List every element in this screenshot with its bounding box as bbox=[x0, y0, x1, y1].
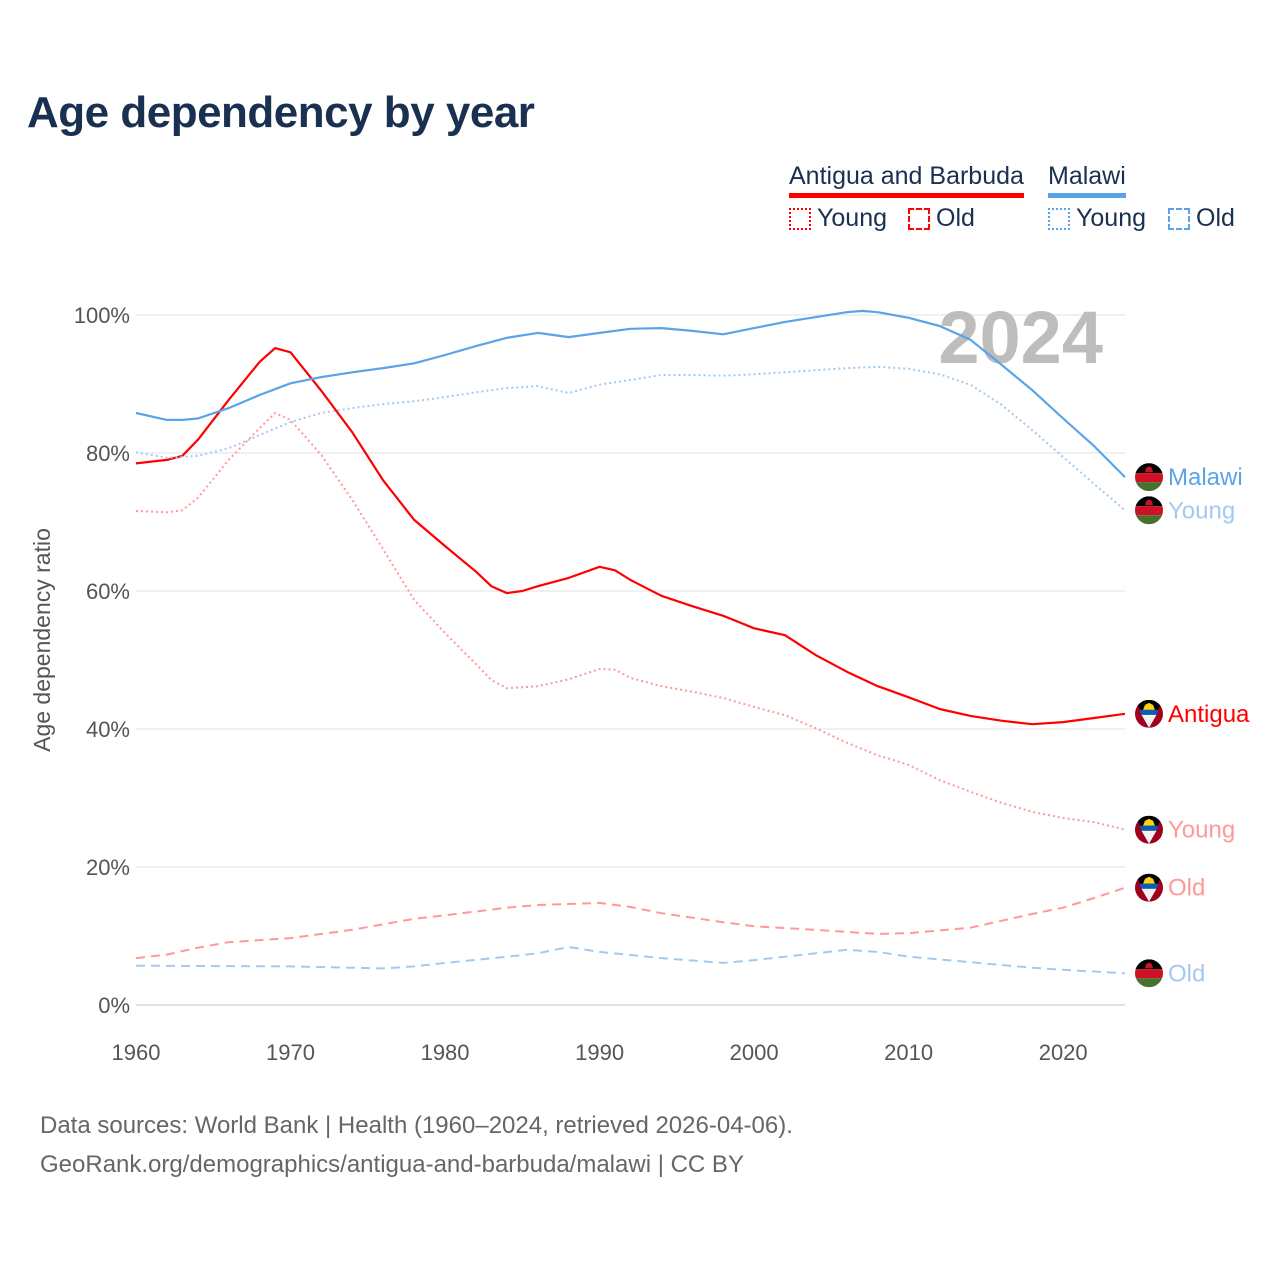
dashed-swatch-icon bbox=[908, 207, 930, 230]
legend-antigua-old[interactable]: Old bbox=[908, 204, 975, 233]
legend-malawi-young[interactable]: Young bbox=[1048, 204, 1146, 233]
series-line-malawi-young bbox=[135, 365, 1126, 512]
antigua-flag-icon bbox=[1135, 699, 1163, 728]
end-label: Old bbox=[1168, 960, 1205, 987]
end-label: Young bbox=[1168, 817, 1235, 844]
series-line-antigua-and-barbuda-old bbox=[135, 886, 1126, 960]
end-label: Young bbox=[1168, 497, 1235, 524]
legend-label: Old bbox=[936, 204, 975, 232]
series-line-antigua-and-barbuda-total bbox=[135, 347, 1126, 726]
chart-title: Age dependency by year bbox=[27, 88, 535, 137]
series-line-antigua-and-barbuda-young bbox=[135, 412, 1126, 831]
antigua-flag-icon bbox=[1135, 873, 1163, 902]
x-tick-label: 2000 bbox=[730, 1040, 779, 1065]
malawi-flag-icon bbox=[1135, 959, 1163, 988]
x-tick-label: 1990 bbox=[575, 1040, 624, 1065]
x-tick-label: 1970 bbox=[266, 1040, 315, 1065]
end-label: Old bbox=[1168, 875, 1205, 902]
legend-antigua[interactable]: Antigua and Barbuda bbox=[789, 162, 1024, 198]
x-tick-label: 2020 bbox=[1039, 1040, 1088, 1065]
series-line-malawi-old bbox=[135, 946, 1126, 975]
footer: Data sources: World Bank | Health (1960–… bbox=[40, 1106, 793, 1184]
dotted-swatch-icon bbox=[789, 207, 811, 230]
legend-label: Young bbox=[817, 204, 887, 232]
dashed-swatch-icon bbox=[1168, 207, 1190, 230]
footer-sources: Data sources: World Bank | Health (1960–… bbox=[40, 1112, 793, 1139]
y-tick-label: 60% bbox=[86, 579, 130, 604]
legend-antigua-young[interactable]: Young bbox=[789, 204, 887, 233]
y-tick-label: 80% bbox=[86, 441, 130, 466]
x-tick-label: 1980 bbox=[421, 1040, 470, 1065]
y-tick-label: 20% bbox=[86, 855, 130, 880]
y-tick-label: 40% bbox=[86, 717, 130, 742]
end-label: Malawi bbox=[1168, 464, 1243, 491]
x-tick-label: 2010 bbox=[884, 1040, 933, 1065]
legend-label: Old bbox=[1196, 204, 1235, 232]
legend-malawi[interactable]: Malawi bbox=[1048, 162, 1126, 198]
dotted-swatch-icon bbox=[1048, 207, 1070, 230]
antigua-flag-icon bbox=[1135, 815, 1163, 844]
x-tick-label: 1960 bbox=[112, 1040, 161, 1065]
malawi-flag-icon bbox=[1135, 463, 1163, 492]
y-tick-label: 100% bbox=[74, 303, 130, 328]
end-label: Antigua bbox=[1168, 701, 1250, 728]
legend-label: Young bbox=[1076, 204, 1146, 232]
footer-link[interactable]: GeoRank.org/demographics/antigua-and-bar… bbox=[40, 1151, 744, 1178]
series-line-malawi-total bbox=[135, 309, 1126, 478]
malawi-flag-icon bbox=[1135, 496, 1163, 525]
y-axis-label: Age dependency ratio bbox=[29, 528, 55, 752]
chart-plot: 0% 20% 40% 60% 80% 100% 1960 1970 1980 1990 2000 20… bbox=[29, 296, 1250, 1065]
y-tick-label: 0% bbox=[98, 993, 130, 1018]
legend-malawi-old[interactable]: Old bbox=[1168, 204, 1235, 233]
